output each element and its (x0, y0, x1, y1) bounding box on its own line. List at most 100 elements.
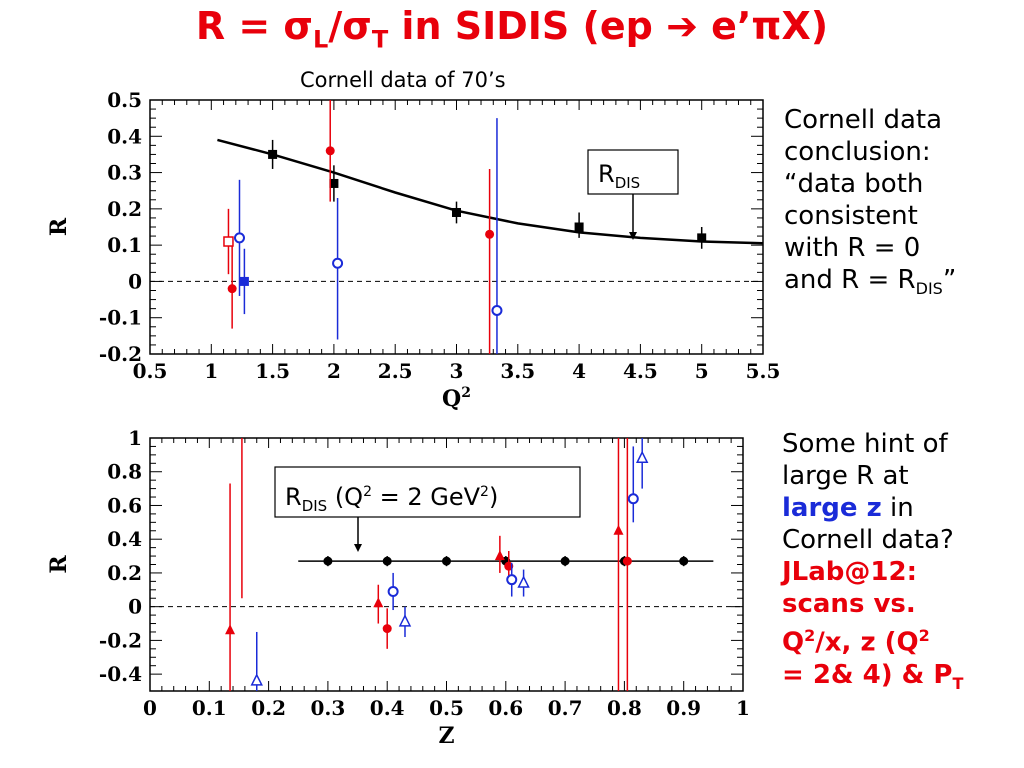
data-point (679, 556, 689, 566)
x-tick-label: 0 (143, 696, 157, 720)
plot-frame (149, 99, 764, 355)
note-line: Cornell data? (782, 525, 954, 555)
note-line: large R at (782, 461, 909, 491)
rdis-label-text: ) (489, 483, 498, 511)
title-sub-l: L (313, 25, 329, 54)
x-tick-label: 0.6 (488, 696, 523, 720)
y-tick-label: -0.2 (99, 628, 142, 652)
x-axis-label: Z (438, 723, 454, 749)
title-slash: / (328, 4, 343, 48)
y-axis-label: R (46, 217, 72, 236)
x-tick-label: 1.5 (255, 359, 290, 383)
x-tick-label: 0.3 (311, 696, 346, 720)
x-axis-label: Q2 (442, 385, 471, 412)
x-tick-label: 5 (695, 359, 709, 383)
y-tick-label: 0 (128, 269, 142, 293)
note-line: = 2& 4) & PT (782, 659, 963, 700)
title-text-end: e’πX) (697, 4, 829, 48)
note-text: ” (942, 265, 957, 295)
note-line: consistent (784, 201, 918, 231)
title-text-prefix: R = (195, 4, 284, 48)
note-line: JLab@12: (782, 557, 917, 587)
data-point (268, 149, 278, 159)
rdis-label-sub: DIS (615, 174, 641, 192)
data-point (506, 574, 518, 586)
x-tick-label: 0.7 (548, 696, 583, 720)
note-text: = 2& 4) & P (782, 659, 953, 690)
y-tick-label: 0.2 (107, 561, 142, 585)
note-sub: T (952, 673, 964, 693)
y-tick-label: 0 (128, 595, 142, 619)
x-tick-label: 0.1 (192, 696, 227, 720)
rdis-label-sup: 2 (363, 484, 372, 500)
data-point (442, 556, 451, 566)
x-tick-label: 2 (327, 359, 341, 383)
note-text: Q (782, 627, 805, 658)
y-tick-label: 0.3 (107, 161, 142, 185)
data-point (494, 550, 505, 561)
y-tick-label: 0.4 (107, 124, 142, 148)
y-tick-label: 0.2 (107, 197, 142, 221)
slide-subtitle: Cornell data of 70’s (300, 68, 506, 92)
data-point (613, 524, 624, 535)
y-tick-label: -0.1 (99, 306, 142, 330)
data-point (382, 556, 392, 566)
y-tick-label: 1 (128, 426, 142, 450)
y-axis-label: R (46, 555, 72, 574)
data-point (491, 304, 503, 316)
title-text-middle: in SIDIS (ep (388, 4, 667, 48)
y-tick-label: -0.4 (99, 662, 142, 686)
note-text: and R = R (784, 265, 916, 295)
data-point (382, 624, 392, 634)
x-tick-label: 0.5 (429, 696, 464, 720)
rdis-label-sup: 2 (480, 484, 489, 500)
rdis-label-text: (Q (327, 483, 363, 511)
data-point (323, 556, 333, 566)
slide-title: R = σL/σT in SIDIS (ep ➔ e’πX) (0, 4, 1024, 54)
data-point (485, 229, 495, 239)
note-line: scans vs. (782, 589, 916, 619)
rdis-label-box (587, 149, 679, 195)
data-point (574, 222, 584, 232)
x-tick-label: 3 (450, 359, 464, 383)
y-tick-label: 0.6 (107, 493, 142, 517)
data-point (332, 257, 344, 269)
data-point (387, 585, 399, 597)
x-tick-label: 4.5 (623, 359, 658, 383)
note-line: Some hint of (782, 429, 948, 459)
data-point (560, 556, 570, 566)
x-tick-label: 4 (572, 359, 586, 383)
rdis-label-box (274, 466, 581, 518)
data-point (373, 597, 384, 608)
note-line: “data both (784, 169, 924, 199)
x-tick-label: 1 (736, 696, 750, 720)
data-point (329, 178, 339, 188)
rdis-label-text: = 2 GeV (372, 483, 481, 511)
title-sigma-t: σ (342, 4, 372, 48)
data-point (517, 575, 530, 588)
y-tick-label: 0.1 (107, 233, 142, 257)
y-tick-label: 0.4 (107, 527, 142, 551)
note-sup: 2 (918, 626, 930, 645)
x-tick-label: 0.4 (370, 696, 405, 720)
title-sigma-l: σ (283, 4, 314, 48)
data-point (622, 556, 632, 566)
data-point (697, 233, 707, 243)
note-line: conclusion: (784, 137, 931, 167)
data-point (223, 236, 234, 247)
title-sub-t: T (371, 25, 389, 54)
arrow-icon: ➔ (666, 4, 698, 48)
note-line: and R = RDIS” (784, 264, 956, 305)
note-emphasis: large z (782, 493, 882, 523)
note-line: Cornell data (784, 105, 943, 135)
x-tick-label: 0.8 (607, 696, 642, 720)
note-line: Q2/x, z (Q2 (782, 620, 963, 659)
y-tick-label: 0.5 (107, 88, 142, 112)
note-line: large z in (782, 492, 963, 524)
x-tick-label: 0.2 (251, 696, 286, 720)
rdis-arrow-head (354, 544, 362, 552)
bottom-chart: 0 0.1 0.2 0.3 0.4 0.5 0.6 0.7 0.8 0.9 1 -0.4 -0.2 0 0.… (46, 426, 750, 749)
rdis-arrow-head (629, 232, 637, 240)
rdis-curve (217, 138, 764, 245)
data-point (325, 146, 335, 156)
